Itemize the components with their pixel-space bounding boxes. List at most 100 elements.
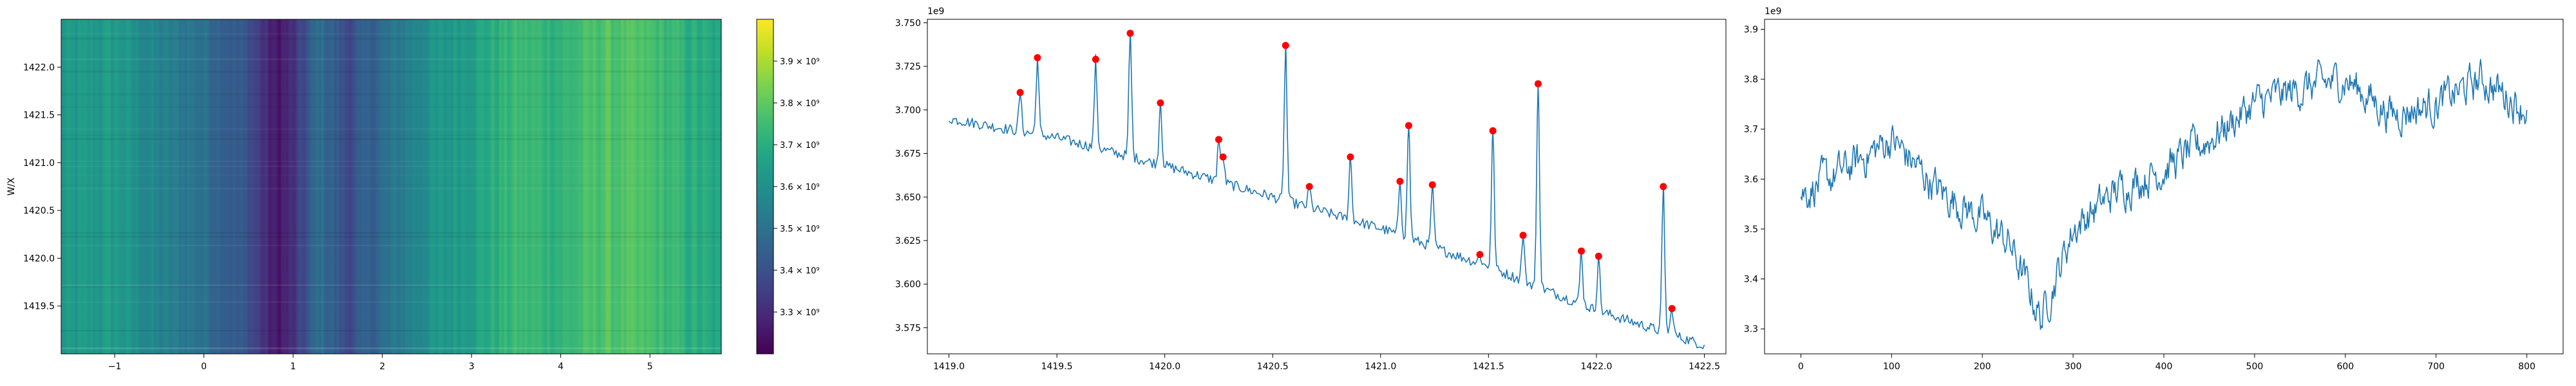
colorbar-ticks: 3.3 × 10⁹ 3.4 × 10⁹ 3.5 × 10⁹ 3.6 × 10⁹ 3.7 … [773,57,820,318]
peak-marker [1476,251,1484,259]
series-plot-frame [1764,19,2564,354]
y-tick-label: 3.650 [895,192,921,203]
y-tick-label: 3.5 [1744,225,1758,235]
y-tick-label: 3.700 [895,106,921,116]
x-tick-label: 600 [2336,362,2354,372]
heatmap-x-tick-label: 5 [647,362,653,372]
peak-marker [1157,99,1164,107]
x-tick-label: 1420.5 [1257,362,1289,372]
heatmap-row-band [61,185,721,186]
x-tick-label: 400 [2155,362,2173,372]
peaks-x-ticks: 1419.0 1419.5 1420.0 1420.5 1421.0 1421.5 1422… [933,354,1720,372]
peaks-series-line [948,32,1705,349]
colorbar-tick-label: 3.3 × 10⁹ [780,308,820,318]
heatmap-x-tick-label: 2 [379,362,385,372]
y-tick-label: 3.725 [895,62,921,72]
peaks-plot-frame [927,19,1727,354]
heatmap-row-band [61,138,721,140]
series-y-ticks: 3.3 3.4 3.5 3.6 3.7 3.8 3.9 [1744,25,1765,335]
heatmap-row-band [61,165,721,167]
peak-marker [1595,252,1602,260]
heatmap-x-tick-label: 3 [469,362,475,372]
colorbar-tick-label: 3.9 × 10⁹ [780,57,820,67]
heatmap-row-band [61,236,721,238]
peak-marker [1215,136,1222,143]
heatmap-row-band [61,347,721,349]
y-tick-label: 3.8 [1744,75,1758,85]
colorbar: 3.3 × 10⁹ 3.4 × 10⁹ 3.5 × 10⁹ 3.6 × 10⁹ 3.7 … [756,19,820,354]
peak-marker [1092,55,1099,63]
heatmap-row-band [61,93,721,95]
peak-marker [1034,54,1041,62]
x-tick-label: 1419.0 [933,362,965,372]
peaks-y-ticks: 3.575 3.600 3.625 3.650 3.675 3.700 3.725 3.750 [895,18,927,333]
peak-marker [1126,30,1134,37]
peak-marker [1396,178,1404,185]
peak-marker [1219,153,1227,161]
heatmap-row-band [61,188,721,190]
peak-marker [1519,232,1527,239]
y-tick-label: 3.6 [1744,174,1758,185]
heatmap-y-ticks: 1419.5 1420.0 1420.5 1421.0 1421.5 1422.0 [23,62,61,312]
heatmap-row-band [61,244,721,246]
y-tick-label: 3.750 [895,18,921,28]
series-line [1800,59,2528,330]
x-tick-label: 1422.5 [1689,362,1720,372]
x-tick-label: 1421.0 [1365,362,1396,372]
series-x-ticks: 0 100 200 300 400 500 600 700 800 [1798,354,2535,372]
colorbar-tick-label: 3.6 × 10⁹ [780,183,820,192]
x-tick-label: 0 [1798,362,1804,372]
heatmap-row-band [61,70,721,73]
series-offset-text: 1e9 [1765,6,1781,17]
peak-marker [1305,183,1313,190]
y-tick-label: 3.7 [1744,125,1758,135]
heatmap-frame [61,19,722,354]
heatmap-y-tick-label: 1422.0 [23,62,55,73]
x-tick-label: 500 [2246,362,2264,372]
heatmap-row-stripes [61,33,721,349]
heatmap-panel: −1 0 1 2 3 4 5 1419.51420.01420.51421.01421.51… [6,19,722,372]
heatmap-x-tick-label: 0 [201,362,207,372]
x-tick-label: 100 [1883,362,1900,372]
colorbar-scale [757,19,773,354]
peak-marker [1489,127,1497,134]
heatmap-image [61,19,721,354]
peak-marker [1534,80,1542,87]
x-tick-label: 1420.0 [1149,362,1180,372]
x-tick-label: 1419.5 [1041,362,1073,372]
heatmap-row-band [61,286,721,288]
heatmap-y-tick-label: 1420.0 [23,253,55,264]
peaks-line-panel: 1e9 1419.0 1419.5 1420.0 1420.5 1421.0 1421.5… [895,6,1727,372]
x-tick-label: 1421.5 [1473,362,1504,372]
heatmap-y-tick-label: 1420.5 [23,206,55,216]
heatmap-row-band [61,37,721,40]
heatmap-y-axis-label: W/X [6,178,17,196]
heatmap-row-band [61,301,721,303]
heatmap-row-band [61,347,721,349]
heatmap-row-band [61,284,721,286]
y-tick-label: 3.600 [895,280,921,290]
series-line-panel: 1e9 0 100 200 300 400 500 600 700 800 3.33.43.53… [1744,6,2564,372]
y-tick-label: 3.4 [1744,275,1758,285]
heatmap-y-tick-label: 1421.0 [23,158,55,169]
peak-marker [1578,247,1585,255]
x-tick-label: 300 [2065,362,2082,372]
peak-markers [1016,30,1676,313]
heatmap-row-band [61,232,721,234]
heatmap-x-tick-label: 1 [290,362,296,372]
y-tick-label: 3.9 [1744,25,1758,35]
peak-marker [1428,181,1436,188]
x-tick-label: 200 [1974,362,1991,372]
colorbar-tick-label: 3.5 × 10⁹ [780,225,820,234]
heatmap-row-band [61,134,721,136]
colorbar-tick-label: 3.7 × 10⁹ [780,141,820,151]
colorbar-tick-label: 3.4 × 10⁹ [780,266,820,276]
peaks-offset-text: 1e9 [927,6,944,17]
x-tick-label: 800 [2518,362,2535,372]
heatmap-row-band [61,33,721,35]
colorbar-tick-label: 3.8 × 10⁹ [780,99,820,109]
heatmap-x-ticks: −1 0 1 2 3 4 5 [108,354,653,372]
heatmap-x-tick-label: −1 [108,362,122,372]
heatmap-y-tick-label: 1421.5 [23,111,55,121]
